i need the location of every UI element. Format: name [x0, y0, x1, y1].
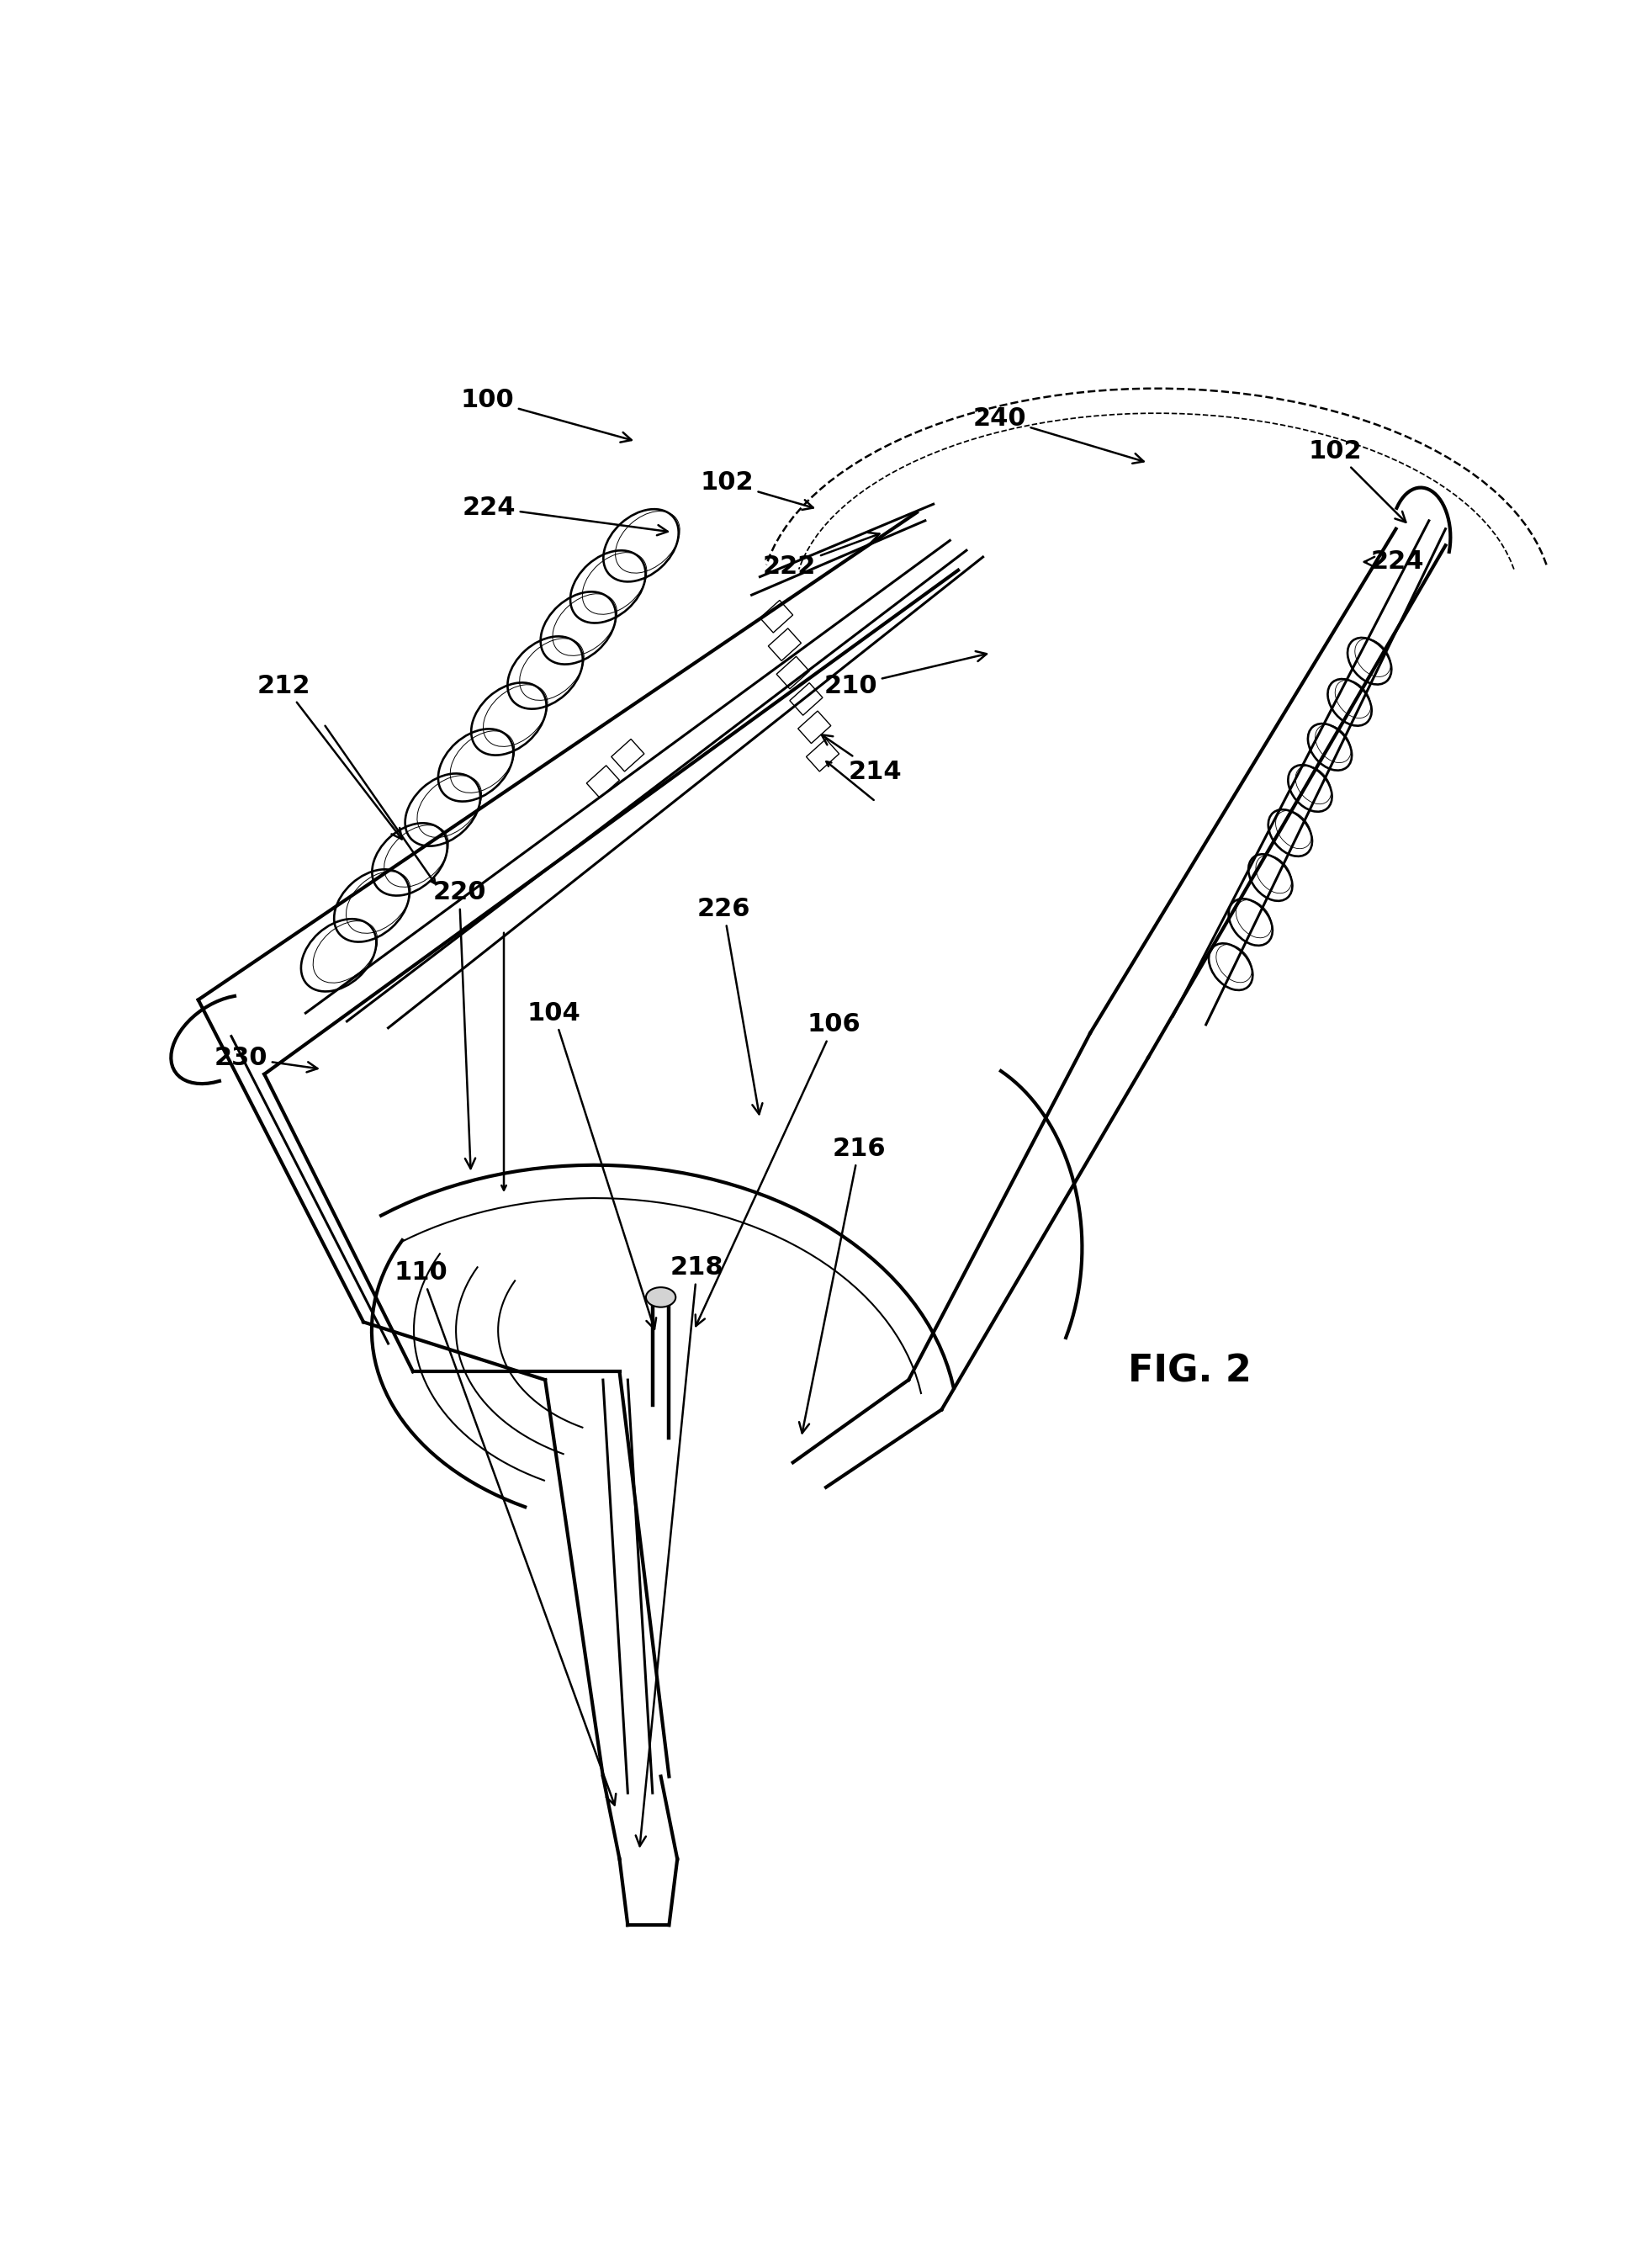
Text: 220: 220 — [433, 881, 486, 1168]
Bar — [776, 657, 809, 688]
Bar — [760, 600, 793, 632]
Bar — [768, 629, 801, 661]
Text: 100: 100 — [461, 387, 631, 441]
Ellipse shape — [646, 1288, 676, 1306]
Text: 216: 216 — [800, 1137, 885, 1433]
Bar — [790, 684, 823, 715]
Bar — [611, 738, 644, 772]
Text: 214: 214 — [821, 736, 902, 783]
Text: 240: 240 — [973, 405, 1143, 464]
Text: 106: 106 — [695, 1012, 861, 1327]
Text: 230: 230 — [215, 1046, 317, 1073]
Text: 222: 222 — [763, 532, 879, 580]
Bar — [586, 765, 620, 797]
Text: 104: 104 — [527, 1001, 656, 1329]
Text: 218: 218 — [636, 1254, 724, 1845]
Text: 210: 210 — [824, 652, 986, 697]
Text: 102: 102 — [700, 471, 813, 509]
Text: 224: 224 — [463, 496, 667, 534]
Bar — [798, 711, 831, 743]
Bar — [806, 738, 839, 772]
Text: 224: 224 — [1365, 550, 1424, 575]
Text: FIG. 2: FIG. 2 — [1128, 1354, 1251, 1390]
Text: 212: 212 — [258, 675, 401, 840]
Text: 102: 102 — [1308, 439, 1406, 523]
Text: 226: 226 — [697, 897, 763, 1114]
Text: 110: 110 — [395, 1261, 616, 1804]
